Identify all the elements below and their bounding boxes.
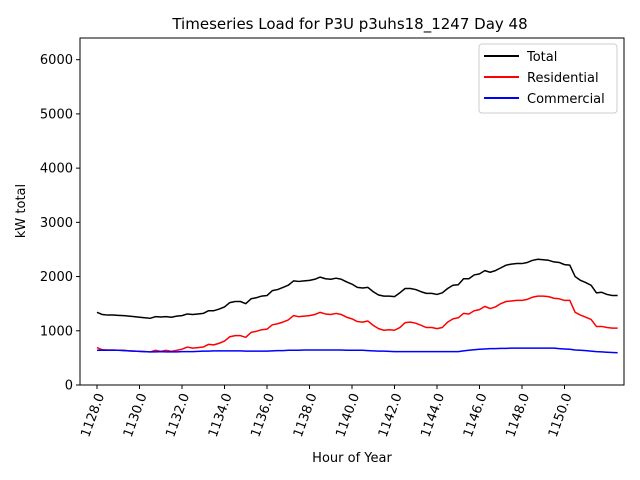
y-axis-label: kW total — [14, 184, 29, 238]
legend-label-total: Total — [526, 50, 557, 65]
series-line-residential — [96, 295, 618, 353]
y-tick-label: 3000 — [40, 216, 73, 231]
y-axis: 0 1000 2000 3000 4000 5000 6000 — [40, 53, 80, 394]
x-axis-label: Hour of Year — [312, 451, 392, 466]
legend-box — [478, 43, 618, 114]
y-tick-label: 2000 — [40, 270, 73, 285]
legend-label-residential: Residential — [527, 71, 599, 86]
series-lines — [96, 258, 618, 354]
chart-title: Timeseries Load for P3U p3uhs18_1247 Day… — [171, 15, 527, 34]
y-tick-label: 4000 — [40, 162, 73, 177]
series-line-total — [96, 258, 618, 320]
legend-entries: Total Residential Commercial — [484, 50, 605, 107]
y-tick-label: 6000 — [40, 53, 73, 68]
legend: Total Residential Commercial — [478, 43, 618, 114]
legend-label-commercial: Commercial — [527, 92, 605, 107]
y-tick-label: 0 — [65, 379, 73, 394]
series-line-commercial — [97, 347, 618, 354]
y-tick-label: 5000 — [40, 107, 73, 122]
y-tick-label: 1000 — [40, 324, 73, 339]
